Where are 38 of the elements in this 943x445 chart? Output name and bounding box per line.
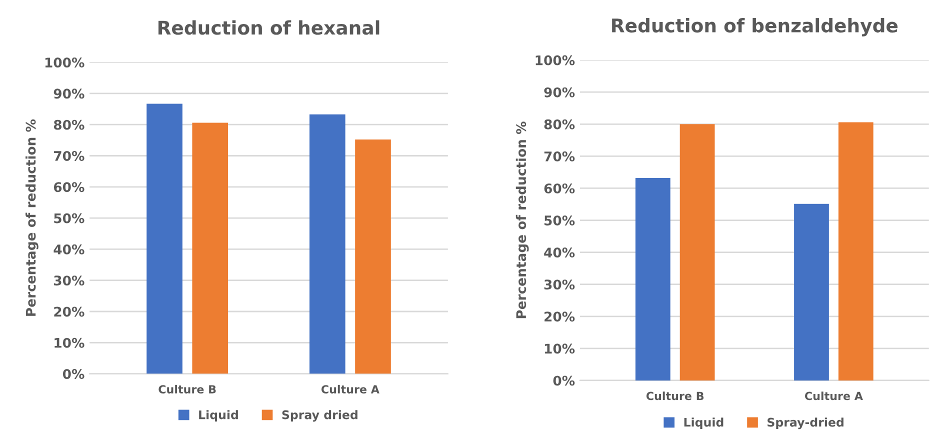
legend-label: Spray-dried — [768, 418, 844, 430]
y-tick-label: 20% — [54, 306, 84, 317]
y-tick-label: 40% — [54, 244, 84, 254]
bar — [794, 204, 829, 380]
y-tick-label: 50% — [54, 213, 84, 224]
y-tick-label: 100% — [45, 58, 84, 68]
y-tick-label: 80% — [54, 120, 84, 130]
y-tick-label: 60% — [54, 182, 84, 192]
legend-label: Spray dried — [282, 410, 358, 422]
x-tick-label: Culture A — [804, 392, 863, 400]
y-tick-label: 70% — [544, 151, 575, 162]
y-tick-label: 90% — [54, 88, 84, 99]
y-tick-label: 30% — [544, 280, 575, 290]
chart-title: Reduction of benzaldehyde — [612, 18, 898, 36]
y-tick-label: 30% — [54, 276, 84, 286]
y-tick-label: 60% — [544, 183, 575, 194]
y-tick-label: 80% — [544, 119, 575, 130]
y-tick-label: 10% — [544, 344, 575, 354]
y-axis-title: Percentage of reduction % — [516, 122, 529, 318]
y-tick-label: 0% — [553, 376, 575, 386]
bar — [680, 124, 715, 380]
x-tick-label: Culture B — [646, 392, 704, 400]
y-tick-label: 10% — [54, 338, 84, 348]
y-tick-label: 100% — [536, 55, 575, 66]
y-tick-label: 70% — [54, 150, 84, 161]
bar — [635, 178, 670, 380]
y-tick-label: 20% — [544, 312, 575, 322]
y-tick-label: 90% — [544, 87, 575, 98]
x-tick-label: Culture A — [321, 384, 380, 394]
y-tick-label: 0% — [62, 369, 84, 379]
bar — [838, 122, 874, 380]
legend-label: Liquid — [199, 410, 238, 422]
x-tick-label: Culture B — [158, 384, 216, 394]
chart-title: Reduction of hexanal — [158, 20, 380, 35]
y-tick-label: 40% — [544, 248, 575, 258]
y-tick-label: 50% — [544, 215, 575, 226]
legend-label: Liquid — [684, 418, 724, 429]
y-axis-title: Percentage of reduction % — [26, 119, 38, 316]
